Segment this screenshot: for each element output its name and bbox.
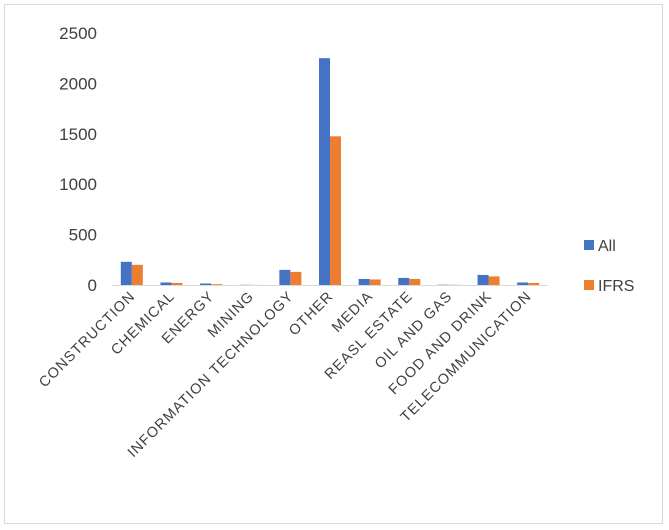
bar-all-7 [398, 277, 410, 285]
x-axis-category-labels: CONSTRUCTIONCHEMICALENERGYMININGINFORMAT… [36, 289, 535, 461]
legend-swatch-ifrs [584, 280, 594, 290]
bar-ifrs-4 [290, 271, 302, 285]
bar-ifrs-1 [171, 282, 183, 285]
bar-ifrs-2 [211, 284, 223, 285]
legend-swatch-all [584, 240, 594, 250]
bar-all-9 [477, 274, 489, 285]
bar-all-2 [200, 283, 212, 285]
x-category-label-5: OTHER [286, 289, 337, 340]
bars [120, 58, 540, 286]
y-tick-label-2: 1000 [59, 175, 97, 194]
y-tick-label-4: 2000 [59, 74, 97, 93]
bar-all-6 [358, 278, 370, 285]
legend-label-ifrs: IFRS [598, 278, 634, 295]
bar-ifrs-7 [409, 278, 421, 285]
legend-label-all: All [598, 238, 616, 255]
bar-ifrs-9 [488, 276, 500, 285]
bar-all-1 [160, 282, 172, 285]
bar-all-0 [120, 261, 132, 285]
y-tick-label-5: 2500 [59, 24, 97, 43]
bar-all-5 [319, 58, 330, 286]
bar-ifrs-5 [330, 136, 341, 285]
bar-all-10 [517, 282, 529, 285]
y-tick-label-1: 500 [69, 226, 97, 245]
bar-ifrs-6 [369, 279, 381, 285]
legend: All IFRS [584, 238, 634, 295]
y-axis-tick-labels: 0 500 1000 1500 2000 2500 [59, 24, 97, 295]
y-tick-label-3: 1500 [59, 125, 97, 144]
bar-ifrs-10 [528, 282, 540, 285]
bar-all-4 [279, 269, 291, 285]
bar-ifrs-0 [131, 264, 143, 285]
y-tick-label-0: 0 [88, 276, 97, 295]
